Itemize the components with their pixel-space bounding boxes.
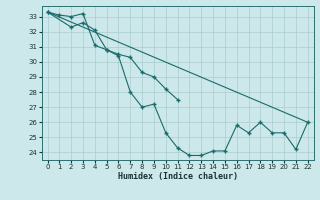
X-axis label: Humidex (Indice chaleur): Humidex (Indice chaleur) — [118, 172, 237, 181]
